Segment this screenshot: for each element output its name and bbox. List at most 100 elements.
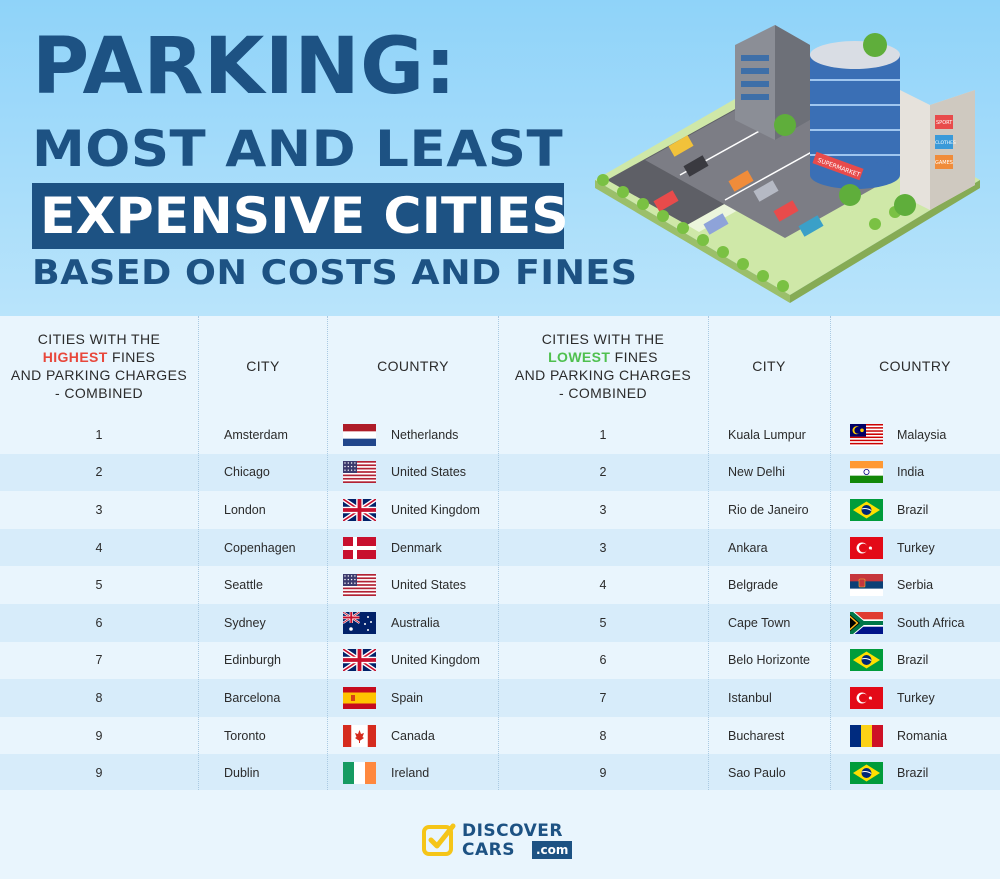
highest-city: Toronto xyxy=(224,728,266,743)
table-row: 3 London United Kingdom 3 Rio de Janeiro… xyxy=(0,491,1000,529)
lowest-country: Turkey xyxy=(897,540,935,555)
canada-flag xyxy=(343,724,376,747)
lowest-country: Romania xyxy=(897,728,948,743)
highest-city: Amsterdam xyxy=(224,427,288,442)
highest-rank: 8 xyxy=(95,690,103,705)
car-red-2 xyxy=(773,200,799,222)
table-body: 1 Amsterdam Netherlands 1 Kuala Lumpur M… xyxy=(0,416,1000,792)
car-yellow xyxy=(668,135,694,157)
uk-flag xyxy=(343,498,376,521)
highest-rank: 6 xyxy=(95,615,103,630)
car-blue xyxy=(703,213,729,235)
lowest-city: New Delhi xyxy=(728,465,785,480)
title-line-3-box: EXPENSIVE CITIES xyxy=(32,183,569,249)
highest-rank: 2 xyxy=(95,465,103,480)
brazil-flag xyxy=(850,762,883,785)
lowest-city: Istanbul xyxy=(728,690,772,705)
india-flag xyxy=(850,461,883,484)
games-sign-text: GAMES xyxy=(935,160,953,166)
highest-country: Denmark xyxy=(391,540,442,555)
highest-city: Chicago xyxy=(224,465,270,480)
tree xyxy=(774,114,796,136)
lowest-rank: 6 xyxy=(599,653,607,668)
lowest-country: South Africa xyxy=(897,615,965,630)
title-line-1: PARKING: xyxy=(32,22,457,112)
malaysia-flag xyxy=(850,423,883,446)
header-highest-rank: CITIES WITH THE HIGHEST FINES AND PARKIN… xyxy=(10,331,188,401)
lowest-rank: 9 xyxy=(599,766,607,781)
uk-flag xyxy=(343,649,376,672)
car-silver xyxy=(753,180,779,202)
lowest-rank: 4 xyxy=(599,578,607,593)
lowest-city: Ankara xyxy=(728,540,768,555)
supermarket-sign xyxy=(812,151,864,181)
table-header-row: CITIES WITH THE HIGHEST FINES AND PARKIN… xyxy=(0,316,1000,416)
clothes-sign-text: CLOTHES xyxy=(935,140,956,146)
lowest-rank: 8 xyxy=(599,728,607,743)
romania-flag xyxy=(850,724,883,747)
serbia-flag xyxy=(850,574,883,597)
lowest-country: Brazil xyxy=(897,653,929,668)
header-city-right: CITY xyxy=(752,358,786,374)
lowest-city: Rio de Janeiro xyxy=(728,502,809,517)
rooftop-tree xyxy=(863,33,887,57)
lowest-city: Cape Town xyxy=(728,615,791,630)
lowest-city: Sao Paulo xyxy=(728,766,786,781)
table-row: 2 Chicago United States 2 New Delhi Indi… xyxy=(0,453,1000,492)
highest-country: Spain xyxy=(391,690,423,705)
table-row: 5 Seattle United States 4 Belgrade Serbi… xyxy=(0,566,1000,604)
highest-country: Australia xyxy=(391,615,440,630)
car-red xyxy=(653,190,679,212)
logo-word-discover: DISCOVER xyxy=(462,821,564,841)
table-row: 1 Amsterdam Netherlands 1 Kuala Lumpur M… xyxy=(0,416,1000,454)
car-teal xyxy=(798,215,824,237)
lowest-country: Serbia xyxy=(897,578,934,593)
highest-city: Seattle xyxy=(224,578,263,593)
lowest-country: Turkey xyxy=(897,690,935,705)
ground-edge-left xyxy=(595,180,790,303)
highest-highlight: HIGHEST xyxy=(42,349,108,365)
sport-sign xyxy=(935,115,953,129)
sport-sign-text: SPORT xyxy=(936,120,953,126)
logo-word-cars: CARS xyxy=(462,840,515,860)
turkey-flag xyxy=(850,686,883,709)
brazil-flag xyxy=(850,498,883,521)
highest-rank: 9 xyxy=(95,728,103,743)
car-black xyxy=(683,155,709,177)
title-line-4: BASED ON COSTS AND FINES xyxy=(32,253,638,293)
footer: DISCOVER CARS .com xyxy=(0,790,1000,879)
ireland-flag xyxy=(343,762,376,785)
highest-rank: 3 xyxy=(95,502,103,517)
highest-city: Barcelona xyxy=(224,690,281,705)
lowest-highlight: LOWEST xyxy=(548,349,611,365)
highest-rank: 4 xyxy=(95,540,103,555)
lowest-city: Kuala Lumpur xyxy=(728,427,806,442)
tree xyxy=(839,184,861,206)
turkey-flag xyxy=(850,536,883,559)
lowest-city: Bucharest xyxy=(728,728,785,743)
table-row: 7 Edinburgh United Kingdom 6 Belo Horizo… xyxy=(0,641,1000,680)
hedge-trees xyxy=(597,174,901,292)
highest-rank: 9 xyxy=(95,766,103,781)
tree xyxy=(894,194,916,216)
header-banner: PARKING: MOST AND LEAST EXPENSIVE CITIES… xyxy=(0,0,1000,316)
lowest-country: India xyxy=(897,465,925,480)
spain-flag xyxy=(343,686,376,709)
denmark-flag xyxy=(343,536,376,559)
highest-rank: 7 xyxy=(95,653,103,668)
usa-flag xyxy=(343,461,376,484)
highest-city: Dublin xyxy=(224,766,260,781)
brazil-flag xyxy=(850,649,883,672)
column-divider xyxy=(198,316,199,790)
lowest-rank: 1 xyxy=(599,427,607,442)
lowest-city: Belgrade xyxy=(728,578,779,593)
highest-city: Copenhagen xyxy=(224,540,296,555)
highest-city: Sydney xyxy=(224,615,266,630)
lowest-rank: 3 xyxy=(599,540,607,555)
lowest-city: Belo Horizonte xyxy=(728,653,810,668)
parking-lot-illustration: SUPERMARKET SPORT CLOTHES GAMES xyxy=(595,25,980,303)
table-row: 8 Barcelona Spain 7 Istanbul Turkey xyxy=(0,679,1000,717)
header-city-left: CITY xyxy=(246,358,280,374)
header-lowest-rank: CITIES WITH THE LOWEST FINES AND PARKING… xyxy=(514,331,692,401)
